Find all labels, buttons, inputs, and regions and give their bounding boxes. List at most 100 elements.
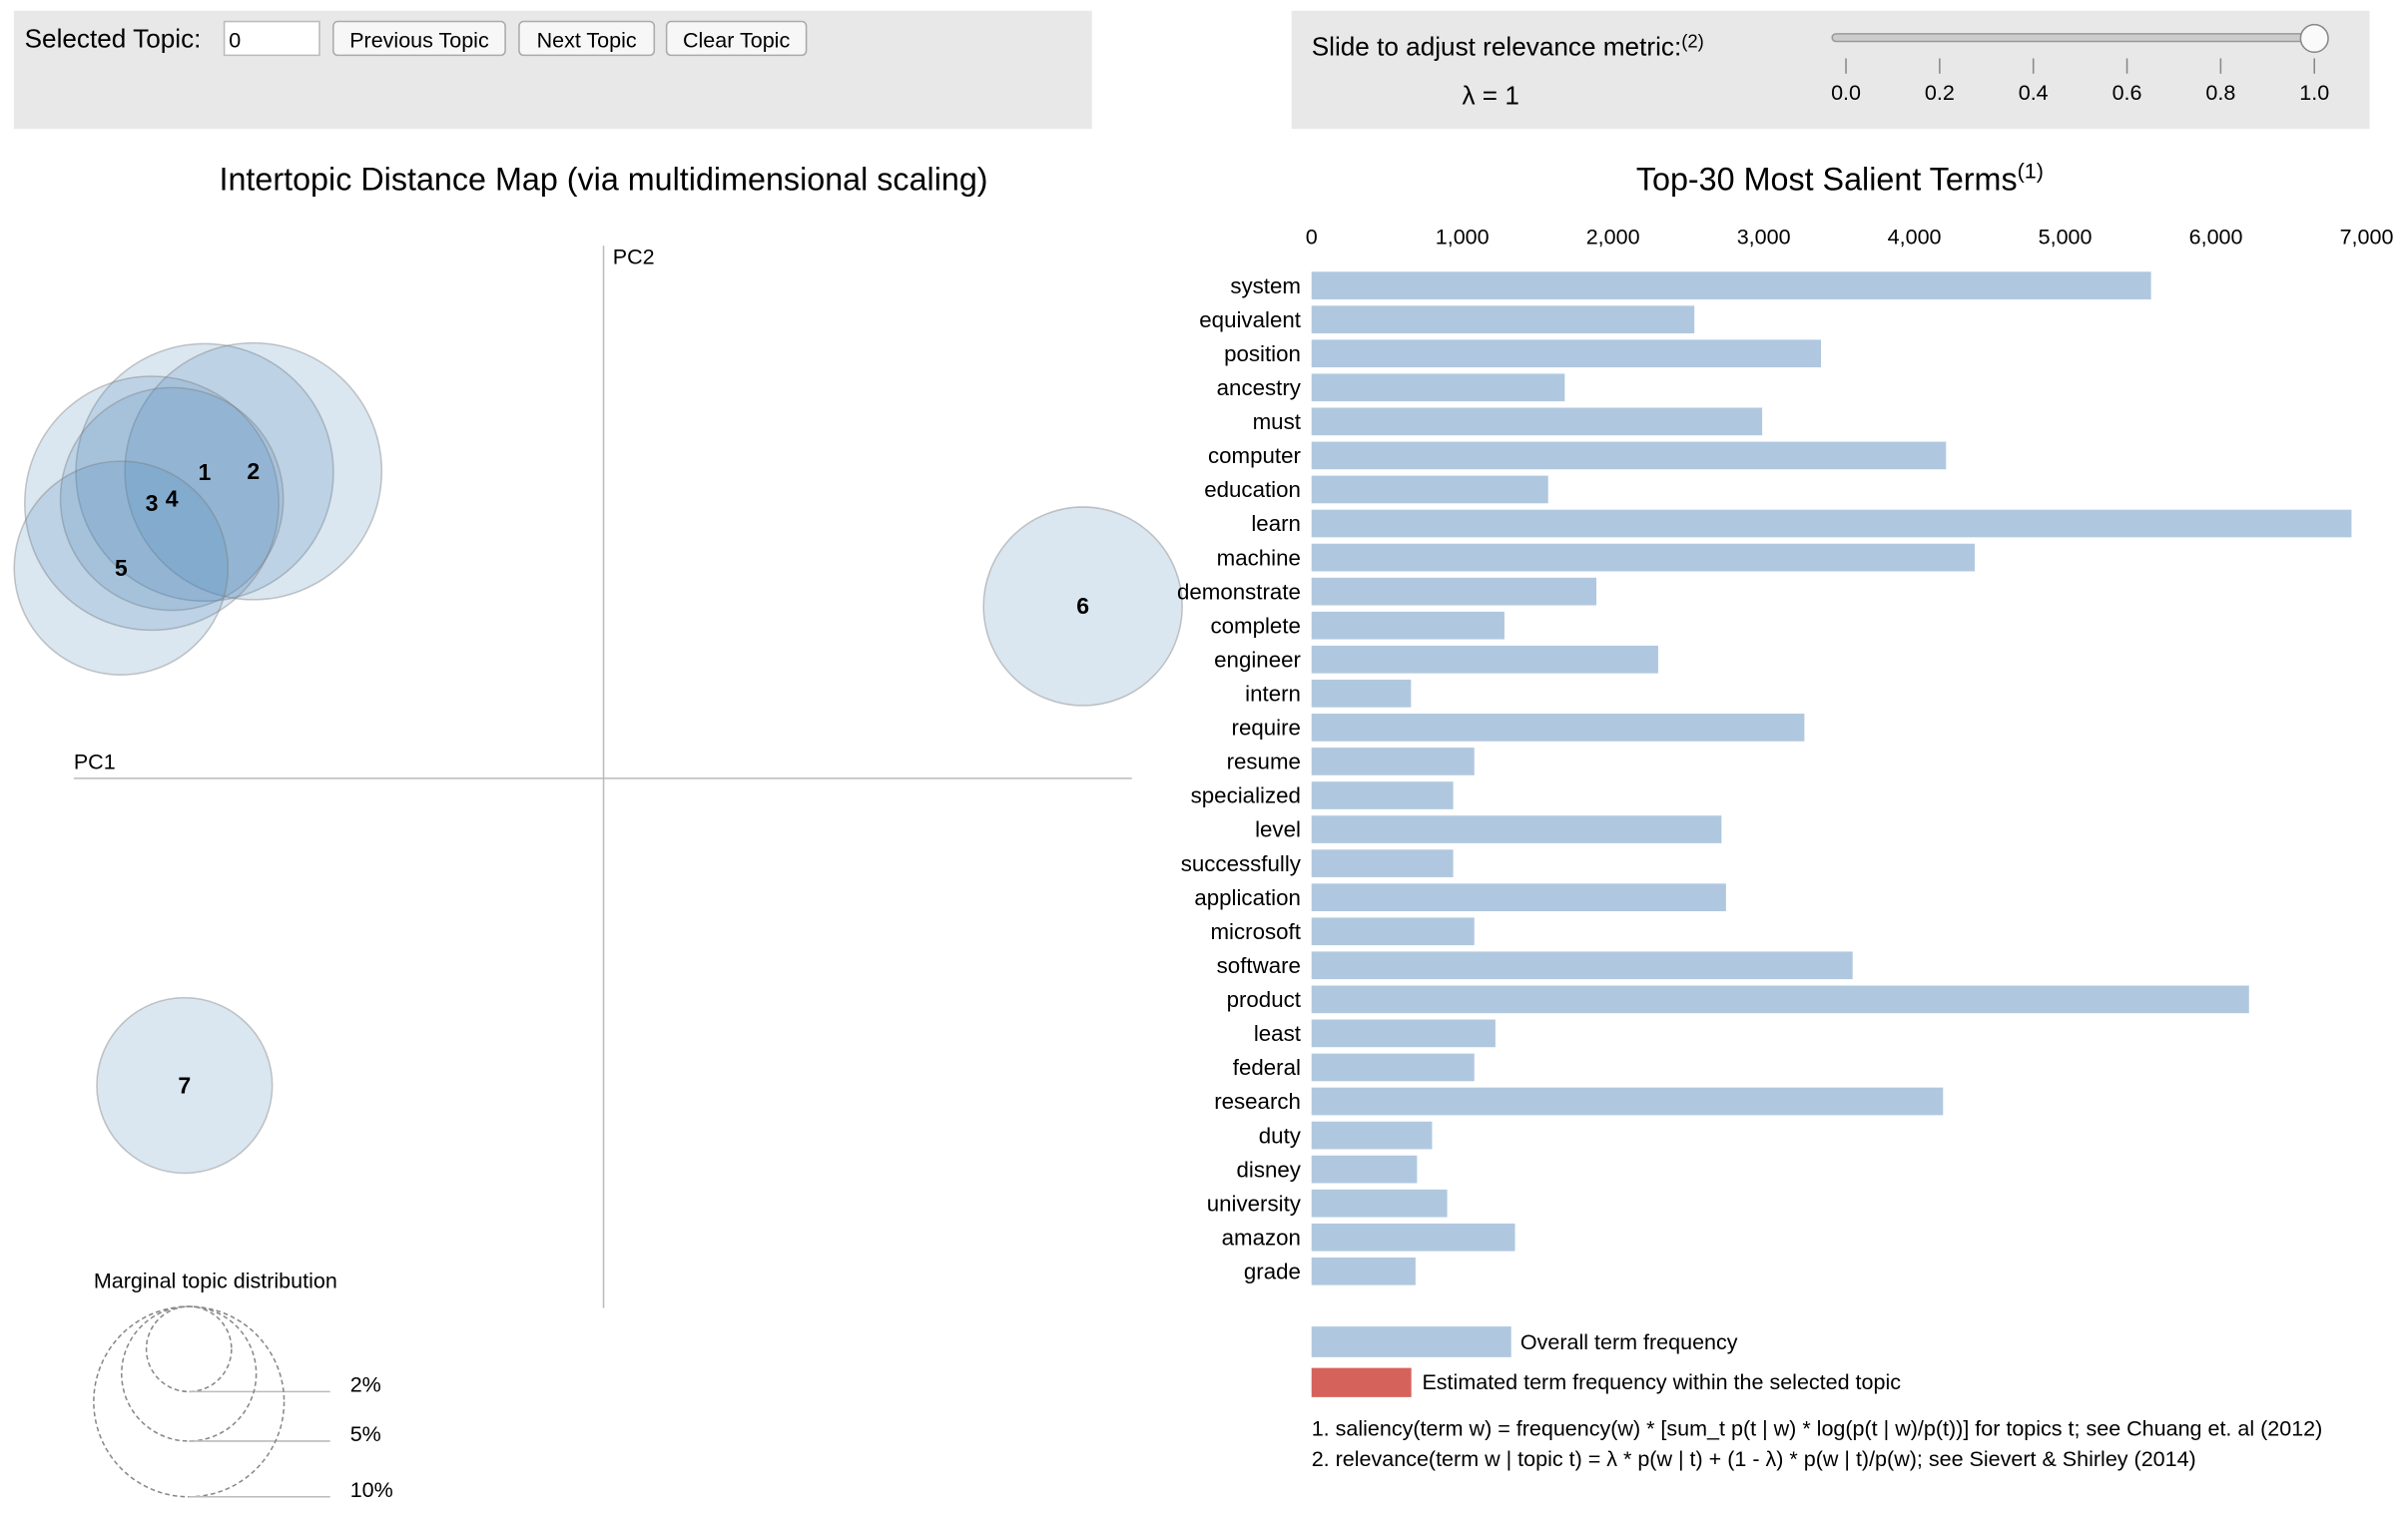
topic-circle[interactable] xyxy=(982,506,1183,707)
term-label[interactable]: specialized xyxy=(1191,783,1301,808)
slider-knob[interactable] xyxy=(2299,23,2329,54)
topic-circle[interactable] xyxy=(124,341,383,601)
term-bar[interactable] xyxy=(1311,714,1805,742)
bar-title-note: (1) xyxy=(2018,159,2044,183)
term-label[interactable]: duty xyxy=(1259,1123,1302,1148)
size-legend-label: 5% xyxy=(350,1422,381,1446)
term-label[interactable]: system xyxy=(1230,273,1301,298)
term-label[interactable]: computer xyxy=(1208,443,1302,468)
legend-swatch xyxy=(1311,1367,1412,1397)
term-label[interactable]: grade xyxy=(1244,1259,1301,1283)
topic-input[interactable] xyxy=(223,20,320,57)
term-label[interactable]: successfully xyxy=(1181,851,1302,876)
term-label[interactable]: machine xyxy=(1217,545,1301,570)
term-bar[interactable] xyxy=(1311,883,1726,912)
button[interactable] xyxy=(332,20,506,57)
topic-input-value[interactable]: 0 xyxy=(229,29,241,53)
term-bar[interactable] xyxy=(1311,1121,1433,1150)
term-label[interactable]: intern xyxy=(1245,682,1301,707)
term-label[interactable]: microsoft xyxy=(1210,919,1301,944)
term-label[interactable]: university xyxy=(1207,1191,1302,1216)
term-label[interactable]: product xyxy=(1227,987,1302,1012)
term-bar[interactable] xyxy=(1311,509,2352,538)
term-bar[interactable] xyxy=(1311,781,1454,809)
topic-circle[interactable] xyxy=(13,460,230,676)
term-bar[interactable] xyxy=(1311,1053,1475,1082)
x-axis-label: PC1 xyxy=(74,751,116,774)
term-bar[interactable] xyxy=(1311,339,1821,368)
slider-tick-label: 0.0 xyxy=(1831,81,1861,105)
slider-label-text: Slide to adjust relevance metric: xyxy=(1312,31,1682,61)
term-label[interactable]: application xyxy=(1194,885,1301,910)
bar-title: Top-30 Most Salient Terms(1) xyxy=(1636,159,2044,197)
term-label[interactable]: position xyxy=(1224,341,1301,366)
term-bar[interactable] xyxy=(1311,985,2249,1014)
term-label[interactable]: require xyxy=(1232,716,1301,741)
term-label[interactable]: learn xyxy=(1251,511,1301,536)
topic-label: 2 xyxy=(247,458,260,484)
term-label[interactable]: demonstrate xyxy=(1177,579,1301,604)
term-bar[interactable] xyxy=(1311,475,1548,504)
term-label[interactable]: must xyxy=(1253,409,1302,434)
term-bar[interactable] xyxy=(1311,815,1722,843)
footnote: 1. saliency(term w) = frequency(w) * [su… xyxy=(1312,1416,2323,1440)
term-label[interactable]: engineer xyxy=(1214,647,1301,672)
term-label[interactable]: research xyxy=(1214,1089,1301,1114)
y-axis-label: PC2 xyxy=(613,246,655,269)
term-bar[interactable] xyxy=(1311,1257,1416,1285)
topic-circle[interactable] xyxy=(24,375,280,632)
topic-circle[interactable] xyxy=(96,996,274,1175)
term-bar[interactable] xyxy=(1311,679,1412,708)
term-label[interactable]: least xyxy=(1254,1021,1302,1046)
slider-tick-label: 0.2 xyxy=(1925,81,1955,105)
button-label[interactable]: Previous Topic xyxy=(349,29,489,53)
term-bar[interactable] xyxy=(1311,407,1763,436)
term-label[interactable]: disney xyxy=(1236,1157,1301,1182)
term-bar[interactable] xyxy=(1311,645,1658,674)
topic-label: 7 xyxy=(178,1072,191,1098)
term-bar[interactable] xyxy=(1311,1087,1944,1116)
slider-note: (2) xyxy=(1681,31,1704,52)
term-label[interactable]: software xyxy=(1217,953,1301,978)
term-bar[interactable] xyxy=(1311,305,1695,334)
x-tick-label: 1,000 xyxy=(1436,226,1490,250)
topic-label: 6 xyxy=(1076,593,1089,619)
x-tick-label: 4,000 xyxy=(1888,226,1942,250)
button-label[interactable]: Clear Topic xyxy=(683,29,790,53)
term-bar[interactable] xyxy=(1311,543,1975,572)
term-bar[interactable] xyxy=(1311,611,1505,640)
x-tick-label: 7,000 xyxy=(2340,226,2394,250)
term-bar[interactable] xyxy=(1311,373,1565,402)
term-bar[interactable] xyxy=(1311,849,1454,877)
button-label[interactable]: Next Topic xyxy=(537,29,637,53)
topic-circle[interactable] xyxy=(75,342,334,603)
legend-label: Estimated term frequency within the sele… xyxy=(1422,1370,1901,1394)
size-legend-label: 2% xyxy=(350,1372,381,1396)
term-bar[interactable] xyxy=(1311,271,2151,299)
term-bar[interactable] xyxy=(1311,951,1853,980)
slider-track[interactable] xyxy=(1831,33,2317,43)
term-bar[interactable] xyxy=(1311,1155,1418,1184)
term-bar[interactable] xyxy=(1311,1223,1515,1252)
term-bar[interactable] xyxy=(1311,748,1475,775)
term-bar[interactable] xyxy=(1311,1189,1448,1218)
button[interactable] xyxy=(518,20,656,57)
term-label[interactable]: ancestry xyxy=(1217,375,1302,400)
button[interactable] xyxy=(665,20,808,57)
map-title: Intertopic Distance Map (via multidimens… xyxy=(220,162,988,198)
term-bar[interactable] xyxy=(1311,441,1947,470)
term-label[interactable]: amazon xyxy=(1222,1225,1301,1250)
term-label[interactable]: resume xyxy=(1227,750,1301,774)
term-label[interactable]: education xyxy=(1204,477,1301,502)
term-bar[interactable] xyxy=(1311,1019,1496,1048)
slider-tick-label: 0.6 xyxy=(2112,81,2142,105)
term-label[interactable]: equivalent xyxy=(1199,307,1301,332)
term-bar[interactable] xyxy=(1311,917,1475,946)
term-bar[interactable] xyxy=(1311,577,1597,606)
term-label[interactable]: complete xyxy=(1210,613,1300,638)
topic-circle[interactable] xyxy=(59,386,285,612)
term-label[interactable]: federal xyxy=(1233,1055,1301,1080)
term-label[interactable]: level xyxy=(1255,817,1301,842)
slider-tick-label: 0.4 xyxy=(2019,81,2049,105)
